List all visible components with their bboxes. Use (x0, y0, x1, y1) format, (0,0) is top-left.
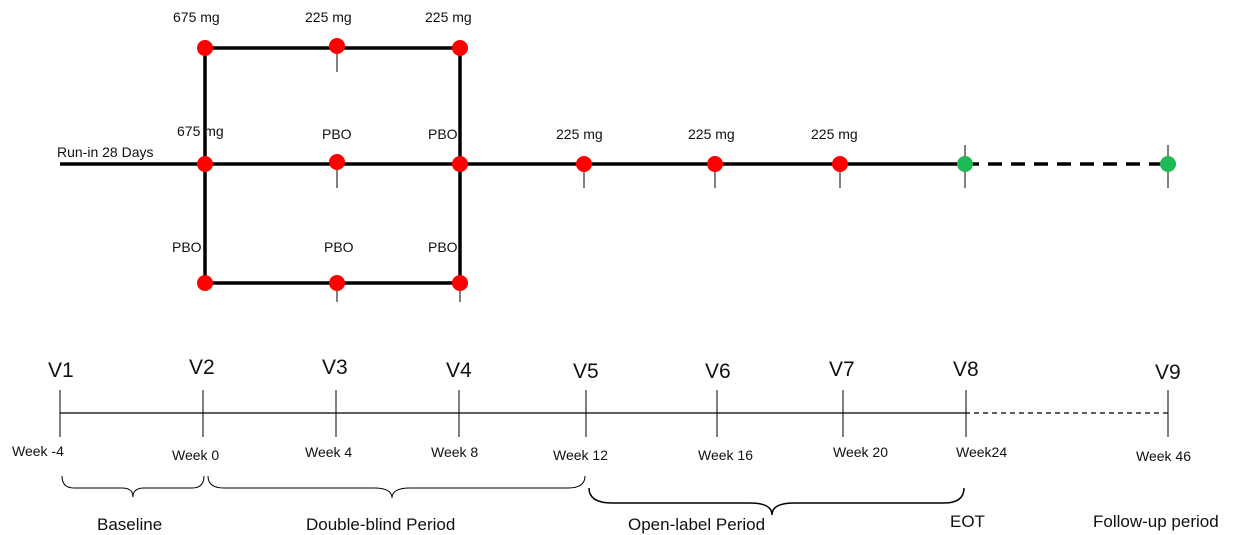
follow-up-dot (1160, 156, 1176, 172)
dose-dot (197, 40, 213, 56)
dose-dot (832, 156, 848, 172)
dose-dot (197, 156, 213, 172)
open-label-period-label: Open-label Period (628, 515, 765, 534)
eot-label: EOT (950, 512, 985, 531)
visit-label: V7 (829, 358, 855, 381)
follow-up-dot (957, 156, 973, 172)
middle-arm-dose-label: 675 mg (177, 123, 224, 139)
baseline-period-label: Baseline (97, 515, 162, 534)
middle-arm-dose-label: PBO (428, 126, 458, 142)
lower-arm-dose-label: PBO (428, 239, 458, 255)
open-label-brace (588, 487, 965, 516)
open-label-dose-label: 225 mg (556, 126, 603, 142)
visit-label: V8 (953, 358, 979, 381)
visit-label: V2 (189, 356, 215, 379)
visit-label: V9 (1155, 361, 1181, 384)
dose-dot (707, 156, 723, 172)
dose-dot (329, 38, 345, 54)
lower-arm-dose-label: PBO (324, 239, 354, 255)
lower-arm-dose-label: PBO (172, 239, 202, 255)
baseline-brace (61, 475, 205, 498)
middle-arm-dose-label: PBO (322, 126, 352, 142)
dose-dot (197, 275, 213, 291)
upper-arm-dose-label: 675 mg (173, 9, 220, 25)
visit-label: V3 (322, 356, 348, 379)
week-label: Week 46 (1136, 448, 1191, 464)
dose-dot (576, 156, 592, 172)
run-in-label: Run-in 28 Days (57, 144, 154, 160)
week-label: Week 20 (833, 444, 888, 460)
visit-label: V4 (446, 359, 472, 382)
week-label: Week 4 (305, 444, 352, 460)
week-label: Week 0 (172, 447, 219, 463)
double-blind-period-label: Double-blind Period (306, 515, 455, 534)
open-label-dose-label: 225 mg (688, 126, 735, 142)
dose-dot (452, 40, 468, 56)
visit-label: V1 (48, 359, 74, 382)
dose-dot (329, 154, 345, 170)
dose-dot (329, 275, 345, 291)
follow-up-period-label: Follow-up period (1093, 512, 1219, 531)
dose-dot (452, 156, 468, 172)
week-label: Week -4 (12, 443, 64, 459)
week-label: Week 8 (431, 444, 478, 460)
open-label-dose-label: 225 mg (811, 126, 858, 142)
visit-label: V6 (705, 360, 731, 383)
double-blind-brace (207, 475, 586, 499)
dose-dot (452, 275, 468, 291)
upper-arm-dose-label: 225 mg (305, 9, 352, 25)
upper-arm-dose-label: 225 mg (425, 9, 472, 25)
week-label: Week 16 (698, 447, 753, 463)
week-label: Week 12 (553, 447, 608, 463)
visit-label: V5 (573, 360, 599, 383)
week-label: Week24 (956, 444, 1007, 460)
